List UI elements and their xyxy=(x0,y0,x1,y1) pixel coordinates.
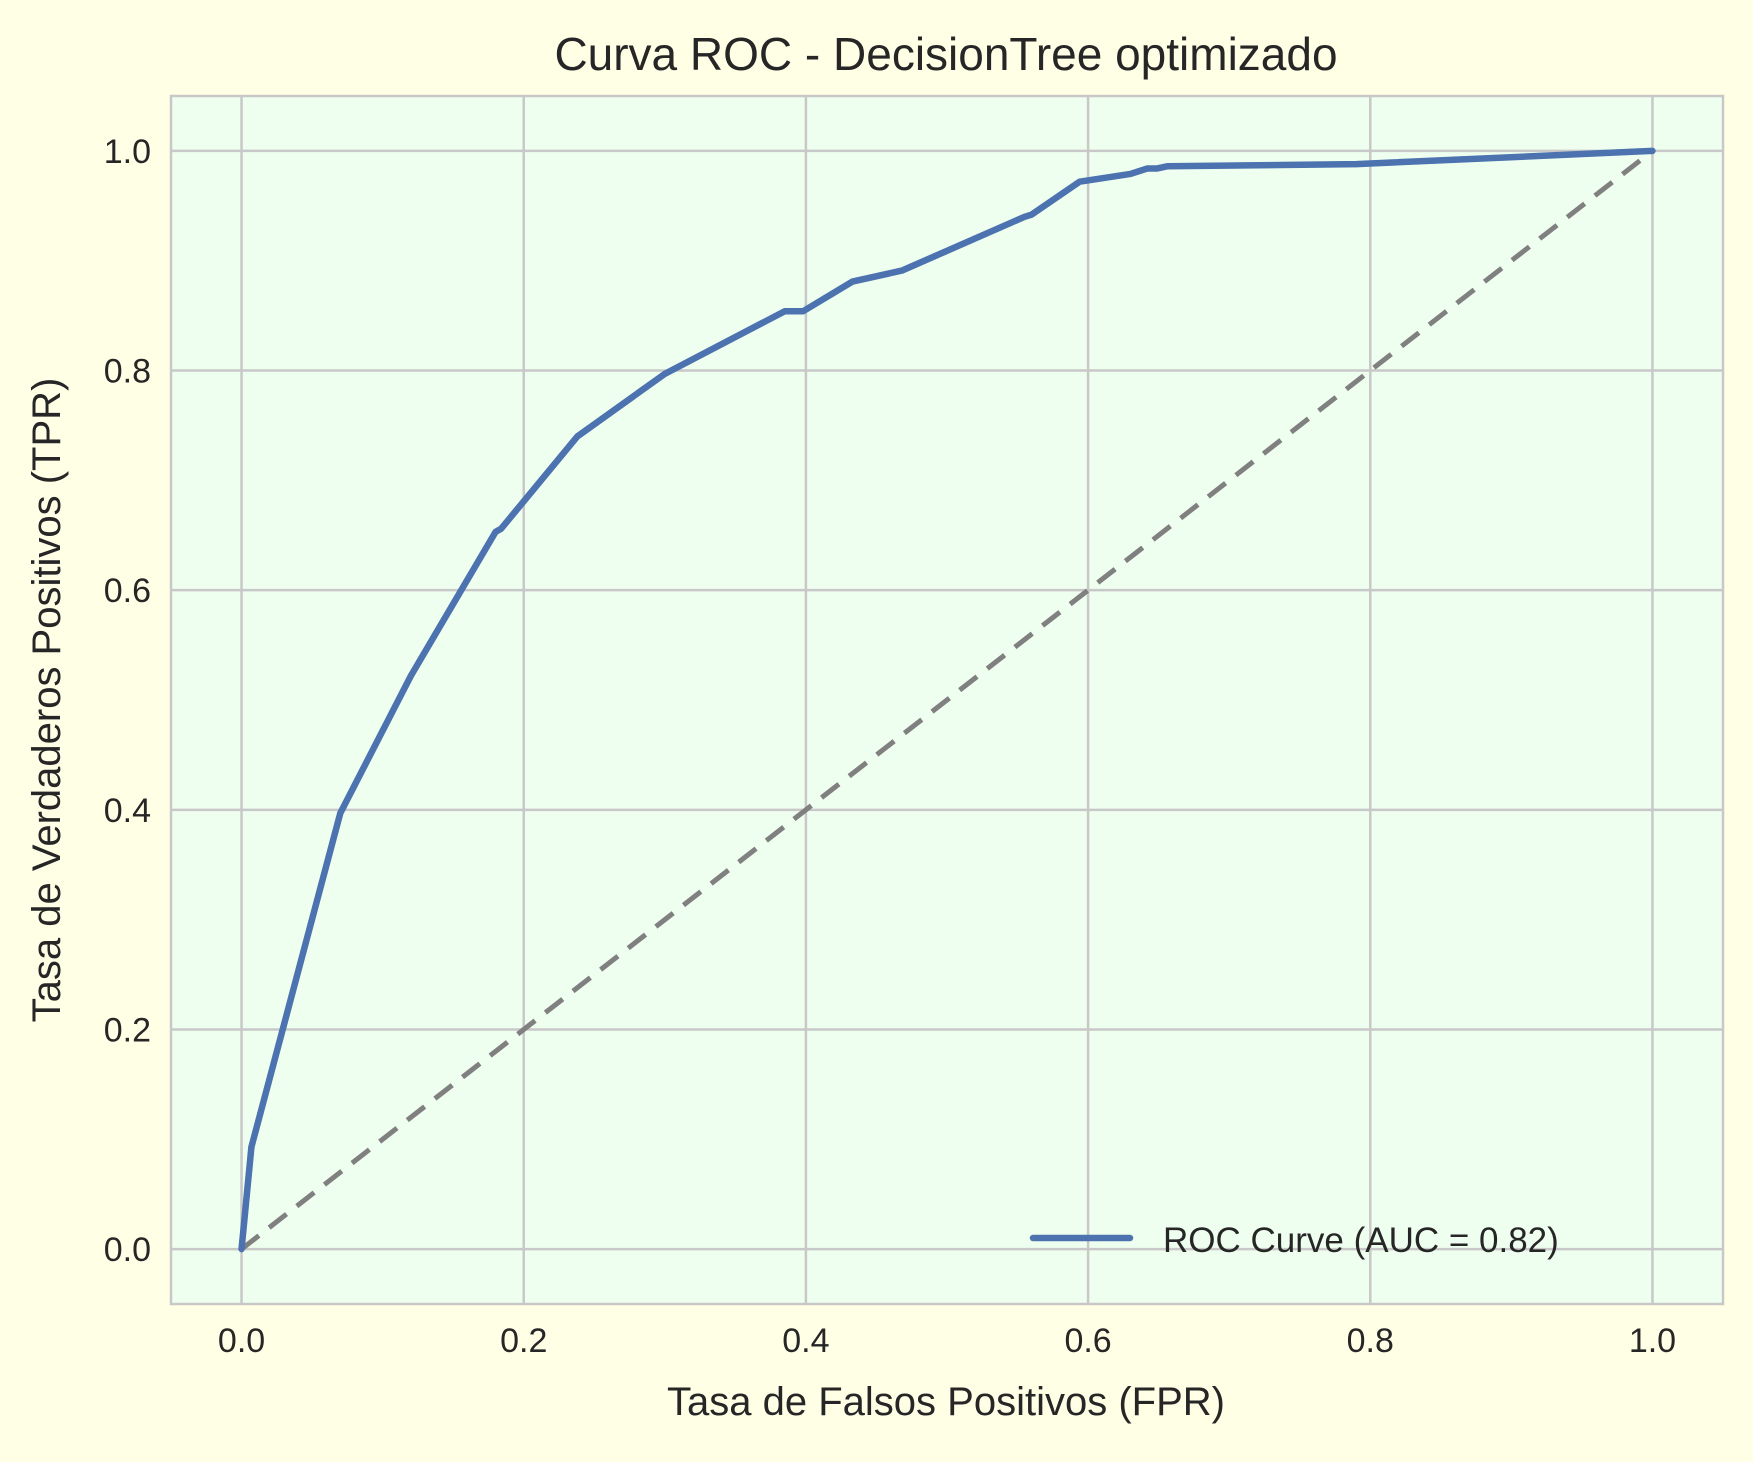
roc-curve-line xyxy=(238,147,1656,1253)
chart-title: Curva ROC - DecisionTree optimizado xyxy=(554,28,1337,80)
x-axis-label: Tasa de Falsos Positivos (FPR) xyxy=(667,1380,1225,1424)
x-tick-label: 1.0 xyxy=(1629,1322,1676,1360)
x-tick-label: 0.2 xyxy=(500,1322,547,1360)
grid xyxy=(171,96,1723,1304)
y-axis-label: Tasa de Verdaderos Positivos (TPR) xyxy=(25,378,69,1023)
diagonal-reference-line xyxy=(240,148,1654,1252)
legend: ROC Curve (AUC = 0.82) xyxy=(1029,1221,1559,1260)
y-tick-label: 0.8 xyxy=(104,353,151,391)
y-tick-label: 0.0 xyxy=(104,1231,151,1269)
y-tick-label: 1.0 xyxy=(104,133,151,171)
y-tick-label: 0.6 xyxy=(104,572,151,610)
legend-label-roc-curve: ROC Curve (AUC = 0.82) xyxy=(1163,1221,1559,1260)
y-tick-label: 0.2 xyxy=(104,1011,151,1049)
series-layer xyxy=(238,147,1656,1253)
x-tick-label: 0.0 xyxy=(218,1322,265,1360)
y-tick-label: 0.4 xyxy=(104,792,151,830)
tick-labels: 0.0 0.2 0.4 0.6 0.8 1.0 0.0 0.2 0.4 0.6 0.8 1.0 xyxy=(104,133,1676,1360)
x-tick-label: 0.6 xyxy=(1064,1322,1111,1360)
x-tick-label: 0.8 xyxy=(1347,1322,1394,1360)
x-tick-label: 0.4 xyxy=(782,1322,829,1360)
